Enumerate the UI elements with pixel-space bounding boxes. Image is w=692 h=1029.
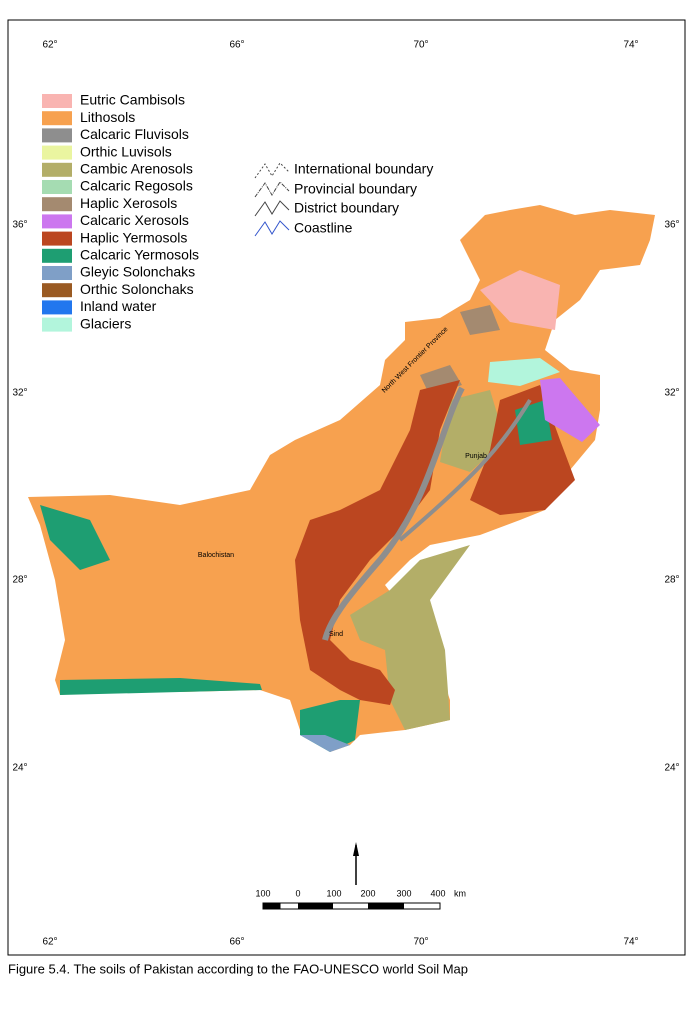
legend-swatch [42,300,72,315]
soil-region [460,305,500,335]
legend-label: Calcaric Xerosols [80,212,189,228]
longitude-label: 70° [413,40,428,51]
legend-label: Orthic Solonchaks [80,281,194,297]
legend-label: Orthic Luvisols [80,143,172,159]
legend-swatch [42,145,72,160]
longitude-label: 66° [229,40,244,51]
latitude-label: 36° [12,220,27,231]
scale-label: 300 [396,888,411,898]
soil-region [40,505,110,570]
latitude-label: 24° [664,763,679,774]
scale-label: 400 [430,888,445,898]
legend-swatch [42,231,72,246]
legend-swatch [42,214,72,229]
soil-region [60,678,262,695]
scale-label: 100 [326,888,341,898]
legend-swatch [42,111,72,126]
boundary-legend-label: District boundary [294,200,399,216]
legend-label: Calcaric Regosols [80,178,193,194]
legend-label: Calcaric Fluvisols [80,126,189,142]
legend-label: Inland water [80,298,157,314]
legend-label: Gleyic Solonchaks [80,264,195,280]
north-arrow [353,842,359,885]
latitude-label: 36° [664,220,679,231]
longitude-label: 70° [413,937,428,948]
boundary-legend-label: Coastline [294,220,353,236]
legend-label: Calcaric Yermosols [80,247,199,263]
longitude-label: 66° [229,937,244,948]
country-shape [28,205,655,752]
river-soil [398,398,532,542]
longitude-label: 62° [42,937,57,948]
longitude-label: 74° [623,40,638,51]
latitude-label: 32° [664,388,679,399]
legend-swatch [42,266,72,280]
caption: Figure 5.4. The soils of Pakistan accord… [8,961,468,976]
boundary-legend: International boundary Provincial bounda… [254,161,433,237]
soil-region [300,735,350,752]
legend-label: Glaciers [80,315,131,331]
legend-label: Eutric Cambisols [80,92,185,108]
soil-region [480,270,560,330]
longitude-label: 74° [623,937,638,948]
soil-region [488,358,560,386]
boundary-legend-label: International boundary [294,161,433,177]
scale-label: 0 [295,888,300,898]
latitude-label: 24° [12,763,27,774]
legend-swatch [42,248,72,263]
soil-region [295,380,460,705]
boundary-icon [254,181,290,198]
legend-swatch [42,128,72,143]
place-label: Sind [329,631,343,638]
scale-label: 200 [360,888,375,898]
scale-label: km [454,888,466,898]
legend-label: Cambic Arenosols [80,161,193,177]
boundary-icon [254,220,290,237]
soil-region [440,390,505,472]
legend-swatch [42,283,72,298]
place-label: Balochistan [198,552,234,559]
latitude-label: 28° [664,575,679,586]
boundary-icon [254,200,290,217]
latitude-label: 32° [12,388,27,399]
place-label: Punjab [465,453,487,460]
legend-label: Haplic Xerosols [80,195,177,211]
longitude-label: 62° [42,40,57,51]
river-soil [322,386,465,641]
legend-label: Lithosols [80,109,135,125]
scale-bar: 100 0 100 200 300 400 km [255,888,466,910]
legend-swatch [42,94,72,108]
soil-regions [28,205,655,752]
legend-swatch [42,197,72,212]
soil-region [540,378,600,442]
legend-swatch [42,180,72,194]
legend-swatch [42,162,72,177]
latitude-label: 28° [12,575,27,586]
soil-region [350,545,470,730]
legend-label: Haplic Yermosols [80,229,187,245]
scale-label: 100 [255,888,270,898]
legend-swatch [42,317,72,332]
boundary-legend-label: Provincial boundary [294,181,417,197]
